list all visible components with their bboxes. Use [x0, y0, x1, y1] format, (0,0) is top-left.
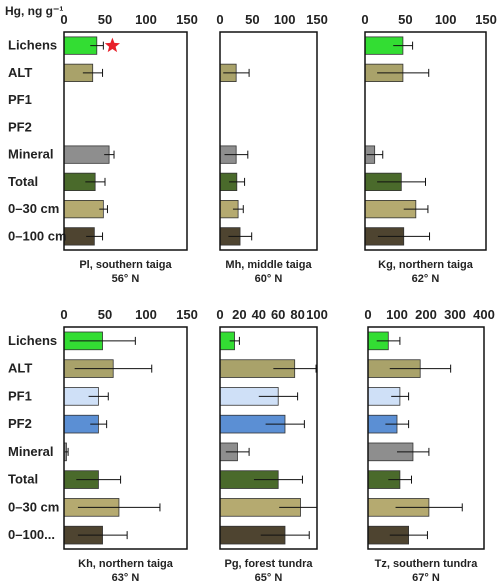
panel-2-site-latitude: 60° N: [255, 273, 283, 285]
panel-4-tick-label: 0: [60, 307, 67, 322]
panel-6-frame: [367, 326, 485, 550]
panel-6-site-latitude: 67° N: [412, 572, 440, 584]
panel-1-bar-4: [63, 145, 110, 164]
panel-6-tick-label: 400: [473, 307, 495, 322]
panel-6-tick-label: 100: [386, 307, 408, 322]
panel-5-tick-label: 80: [290, 307, 304, 322]
panel-2-tick-label: 150: [306, 12, 328, 27]
panel-2-tick-label: 50: [245, 12, 259, 27]
panel-1-bar-6: [63, 200, 104, 219]
panel-4-tick-label: 50: [98, 307, 112, 322]
panel-4-site-name: Kh, northern taiga: [78, 558, 174, 570]
panel-1-tick-label: 100: [135, 12, 157, 27]
category-label: PF2: [8, 119, 32, 134]
category-label: ALT: [8, 65, 32, 80]
panel-2-frame: [219, 31, 318, 251]
panel-5-frame: [219, 326, 318, 550]
category-label: PF2: [8, 416, 32, 431]
panel-6-tick-label: 200: [415, 307, 437, 322]
category-label: Mineral: [8, 147, 54, 162]
category-label: Mineral: [8, 444, 54, 459]
panel-3-tick-label: 50: [398, 12, 412, 27]
panel-1-frame: [63, 31, 188, 251]
panel-5-tick-label: 40: [252, 307, 266, 322]
category-label: 0–100 cm: [8, 228, 67, 243]
panel-6-tick-label: 300: [444, 307, 466, 322]
category-label: PF1: [8, 388, 32, 403]
category-label: PF1: [8, 92, 32, 107]
panel-5-site-name: Pg, forest tundra: [224, 558, 313, 570]
category-label: Lichens: [8, 38, 57, 53]
panel-1-tick-label: 0: [60, 12, 67, 27]
panel-3-tick-label: 0: [361, 12, 368, 27]
panel-1-tick-label: 150: [176, 12, 198, 27]
panel-2-tick-label: 0: [216, 12, 223, 27]
category-label: Total: [8, 472, 38, 487]
panel-4-frame: [63, 326, 188, 550]
panel-5-tick-label: 100: [306, 307, 328, 322]
panel-5-tick-label: 20: [232, 307, 246, 322]
panel-3-site-name: Kg, northern taiga: [378, 259, 474, 271]
panel-5-site-latitude: 65° N: [255, 572, 283, 584]
panel-1-site-name: Pl, southern taiga: [79, 259, 172, 271]
panel-3-tick-label: 150: [475, 12, 497, 27]
units-label: Hg, ng g⁻¹: [5, 4, 63, 18]
panel-3-site-latitude: 62° N: [412, 273, 440, 285]
panel-4-tick-label: 150: [176, 307, 198, 322]
panel-3-tick-label: 100: [435, 12, 457, 27]
panel-5-tick-label: 60: [271, 307, 285, 322]
category-label: Total: [8, 174, 38, 189]
panel-2-tick-label: 100: [274, 12, 296, 27]
panel-6-tick-label: 0: [364, 307, 371, 322]
category-label: 0–30 cm: [8, 201, 59, 216]
panel-1-site-latitude: 56° N: [112, 273, 140, 285]
panel-3-frame: [364, 31, 487, 251]
panel-1-tick-label: 50: [98, 12, 112, 27]
category-label: ALT: [8, 361, 32, 376]
star-icon: [104, 37, 120, 53]
panel-2-site-name: Mh, middle taiga: [225, 259, 312, 271]
panel-4-tick-label: 100: [135, 307, 157, 322]
panel-6-site-name: Tz, southern tundra: [375, 558, 479, 570]
panel-4-site-latitude: 63° N: [112, 572, 140, 584]
category-label: Lichens: [8, 333, 57, 348]
category-label: 0–100...: [8, 527, 55, 542]
category-label: 0–30 cm: [8, 499, 59, 514]
panel-5-tick-label: 0: [216, 307, 223, 322]
